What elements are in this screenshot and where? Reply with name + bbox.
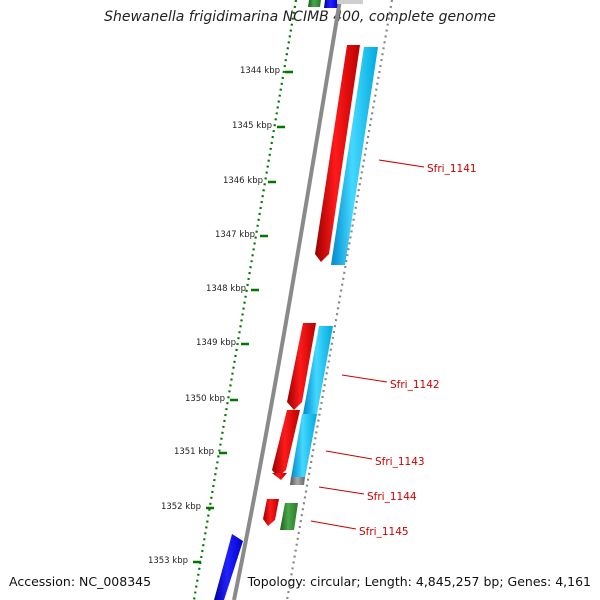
gene-grey-top bbox=[337, 0, 363, 4]
scale-label: 1353 kbp bbox=[148, 556, 188, 566]
cds-red-1142 bbox=[287, 323, 316, 410]
scale-label: 1344 kbp bbox=[240, 66, 280, 76]
gene-green-top bbox=[308, 0, 321, 7]
gene-blue-bottom bbox=[214, 534, 243, 600]
gene-label[interactable]: Sfri_1143 bbox=[375, 456, 425, 468]
scale-label: 1350 kbp bbox=[185, 394, 225, 404]
scale-label: 1352 kbp bbox=[161, 502, 201, 512]
cds-red-1145 bbox=[263, 499, 279, 526]
gene-callout-line bbox=[341, 374, 388, 383]
gene-grey-1144 bbox=[290, 477, 305, 485]
cds-cyan-1142 bbox=[303, 326, 333, 414]
gene-label[interactable]: Sfri_1145 bbox=[359, 526, 409, 538]
scale-label: 1349 kbp bbox=[196, 338, 236, 348]
cds-cyan-1143 bbox=[291, 414, 317, 478]
gene-label[interactable]: Sfri_1144 bbox=[367, 491, 417, 503]
genome-stats-label: Topology: circular; Length: 4,845,257 bp… bbox=[247, 574, 591, 589]
scale-label: 1351 kbp bbox=[174, 447, 214, 457]
scale-label: 1348 kbp bbox=[206, 284, 246, 294]
gene-callout-line bbox=[378, 159, 425, 168]
gene-green-1145 bbox=[280, 503, 298, 530]
cds-cyan-1141 bbox=[331, 47, 378, 265]
scale-label: 1345 kbp bbox=[232, 121, 272, 131]
cds-red-1143 bbox=[272, 410, 300, 477]
scale-label: 1346 kbp bbox=[223, 176, 263, 186]
genome-backbone bbox=[232, 0, 342, 600]
cds-red-1144 bbox=[272, 473, 287, 480]
inner-dotted-ring bbox=[192, 0, 298, 600]
gene-label[interactable]: Sfri_1141 bbox=[427, 163, 477, 175]
genome-title: Shewanella frigidimarina NCIMB 400, comp… bbox=[104, 9, 496, 25]
outer-dotted-ring bbox=[285, 0, 394, 600]
gene-callout-line bbox=[325, 450, 373, 460]
gene-callout-line bbox=[310, 520, 357, 530]
gene-label[interactable]: Sfri_1142 bbox=[390, 379, 440, 391]
gene-blue-top bbox=[324, 0, 338, 8]
accession-label: Accession: NC_008345 bbox=[9, 574, 152, 589]
scale-label: 1347 kbp bbox=[215, 230, 255, 240]
gene-callout-line bbox=[318, 486, 365, 495]
cds-red-1141 bbox=[315, 45, 360, 262]
